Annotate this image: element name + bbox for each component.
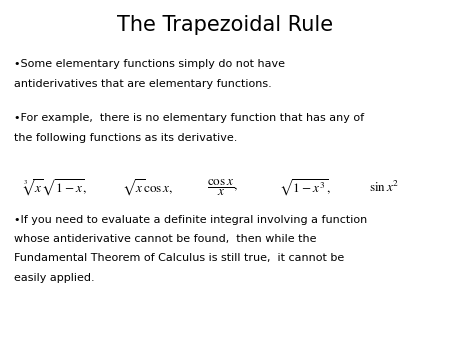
- Text: $\dfrac{\cos x}{x},$: $\dfrac{\cos x}{x},$: [207, 177, 238, 198]
- Text: $\sqrt{1-x^3},$: $\sqrt{1-x^3},$: [279, 177, 331, 198]
- Text: •Some elementary functions simply do not have: •Some elementary functions simply do not…: [14, 59, 284, 69]
- Text: •If you need to evaluate a definite integral involving a function: •If you need to evaluate a definite inte…: [14, 215, 367, 225]
- Text: $\sqrt[3]{x}\sqrt{1-x},$: $\sqrt[3]{x}\sqrt{1-x},$: [22, 177, 88, 198]
- Text: the following functions as its derivative.: the following functions as its derivativ…: [14, 133, 237, 143]
- Text: easily applied.: easily applied.: [14, 273, 94, 283]
- Text: •For example,  there is no elementary function that has any of: •For example, there is no elementary fun…: [14, 113, 364, 123]
- Text: antiderivatives that are elementary functions.: antiderivatives that are elementary func…: [14, 79, 271, 90]
- Text: $\sqrt{x}\cos x,$: $\sqrt{x}\cos x,$: [122, 177, 173, 198]
- Text: whose antiderivative cannot be found,  then while the: whose antiderivative cannot be found, th…: [14, 234, 316, 244]
- Text: $\sin x^2$: $\sin x^2$: [369, 180, 399, 195]
- Text: Fundamental Theorem of Calculus is still true,  it cannot be: Fundamental Theorem of Calculus is still…: [14, 254, 344, 264]
- Text: The Trapezoidal Rule: The Trapezoidal Rule: [117, 15, 333, 35]
